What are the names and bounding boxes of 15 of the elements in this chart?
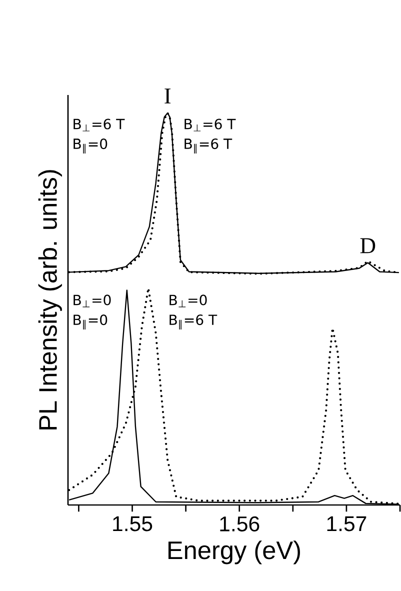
annotation: B$_{⊥}$=6 T [184,118,236,132]
annotation: B$_{∥}$=0 [74,314,108,330]
x-tick-label: 1.56 [220,516,260,532]
annotation: B$_{∥}$=0 [74,138,108,154]
x-tick-label: 1.57 [327,516,366,532]
annotation: D [360,238,376,254]
annotation: B$_{⊥}$=0 [74,294,111,308]
annotation: B$_{∥}$=6 T [170,314,218,330]
x-axis-title: Energy (eV) [168,540,300,564]
x-tick-label: 1.55 [113,516,152,532]
annotation: B$_{⊥}$=6 T [74,118,125,132]
annotation: B$_{∥}$=6 T [184,138,232,154]
y-axis-title: PL Intensity (arb. units) [38,170,62,430]
annotation: B$_{⊥}$=0 [170,294,207,308]
annotation: I [164,88,171,104]
